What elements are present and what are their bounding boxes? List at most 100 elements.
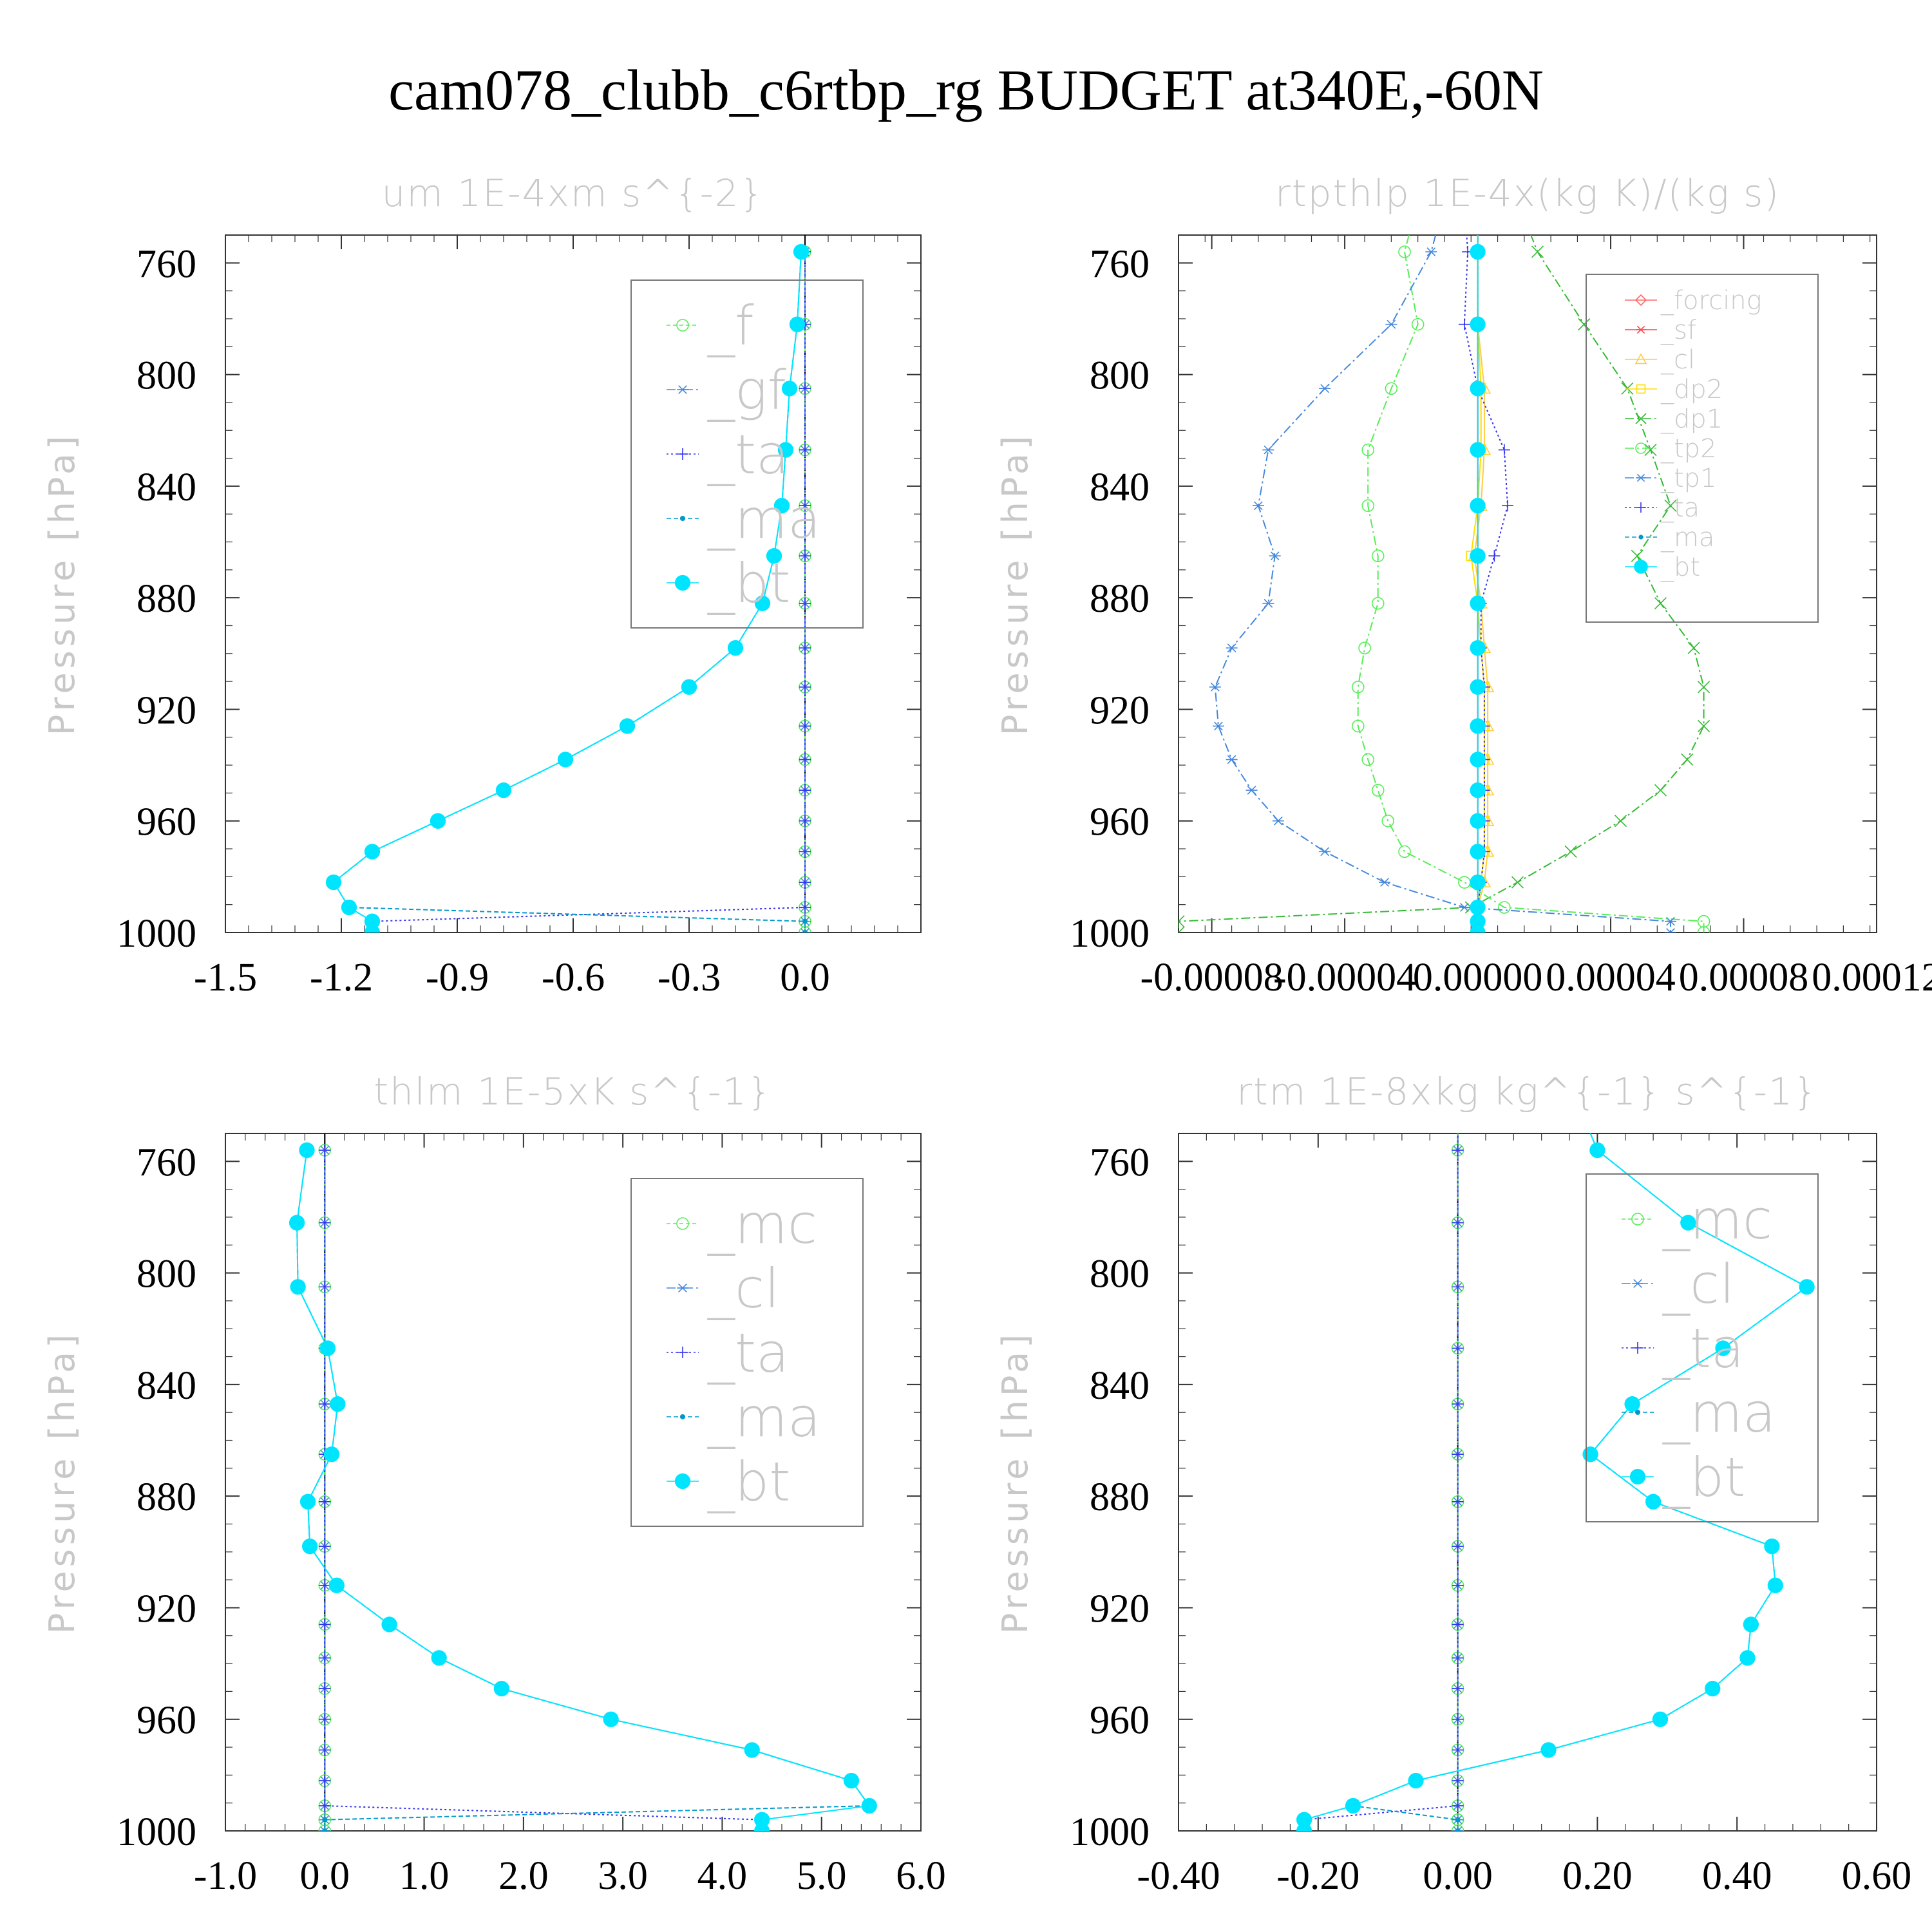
x-tick-label: -1.5	[194, 956, 257, 999]
data-point	[319, 1579, 331, 1591]
data-point	[1799, 1279, 1815, 1295]
legend-label: _ma	[707, 1386, 820, 1449]
data-point	[1345, 1797, 1361, 1814]
legend-label: _dp2	[1660, 375, 1723, 404]
legend: _forcing_sf_cl_dp2_dp1_tp2_tp1_ta_ma_bt	[1586, 274, 1819, 623]
data-point	[557, 752, 574, 768]
data-point	[1767, 1577, 1783, 1593]
data-point	[1452, 1826, 1464, 1831]
legend-label: _ma	[707, 488, 820, 551]
data-point	[330, 1396, 346, 1412]
data-point	[677, 448, 688, 460]
data-point	[1452, 1652, 1464, 1664]
data-point	[1452, 1342, 1464, 1354]
series-group	[1179, 235, 1710, 933]
y-axis-label: Pressure [hPa]	[42, 432, 82, 735]
y-tick-label: 920	[137, 1587, 196, 1631]
data-point	[1470, 899, 1486, 916]
x-tick-label: 2.0	[498, 1854, 549, 1898]
legend: _f_gf_ta_ma_bt	[630, 279, 864, 629]
data-point	[1226, 755, 1238, 764]
x-tick-label: -0.00008	[1141, 956, 1283, 999]
legend-label: _ta	[707, 423, 789, 486]
data-point	[1381, 814, 1394, 828]
x-tick-label: 0.00000	[1413, 956, 1543, 999]
data-point	[1361, 753, 1375, 766]
y-axis-label: Pressure [hPa]	[42, 1331, 82, 1634]
x-tick-label: -0.00004	[1273, 956, 1416, 999]
data-point	[1470, 498, 1486, 514]
data-point	[1408, 1772, 1424, 1789]
data-point	[1470, 913, 1486, 929]
y-axis-label: Pressure [hPa]	[995, 1331, 1036, 1634]
data-point	[679, 515, 686, 522]
chart-panel-4: rtm 1E-8xkg kg^{-1} s^{-1} Pressure [hPa]…	[995, 1070, 1911, 1898]
data-point	[1361, 443, 1375, 457]
data-point	[1578, 318, 1591, 331]
data-point	[1564, 845, 1577, 858]
data-point	[1351, 719, 1365, 733]
y-tick-label: 840	[137, 466, 196, 509]
data-point	[1296, 1812, 1312, 1828]
data-point	[290, 1279, 306, 1295]
data-point	[1632, 1279, 1643, 1288]
data-point	[754, 595, 771, 611]
chart-panel-1: um 1E-4xm s^{-2} Pressure [hPa] -1.5 -1.2 -0…	[42, 171, 922, 999]
data-point	[753, 1823, 770, 1831]
panel-title: rtm 1E-8xkg kg^{-1} s^{-1}	[1236, 1070, 1819, 1113]
data-point	[1470, 243, 1486, 260]
data-point	[1455, 1828, 1461, 1831]
legend-box	[630, 1178, 864, 1527]
data-point	[799, 753, 811, 766]
x-tick-label: -0.40	[1137, 1854, 1220, 1898]
data-point	[1452, 1398, 1464, 1410]
data-point	[1634, 1409, 1641, 1416]
series-line-ta	[324, 1150, 763, 1831]
data-point	[1245, 786, 1258, 795]
data-point	[1262, 598, 1274, 608]
data-point	[430, 813, 446, 829]
legend-label: _ta	[707, 1321, 789, 1385]
legend-label: _ta	[1662, 1317, 1744, 1380]
data-point	[1458, 903, 1470, 912]
data-point	[1470, 924, 1486, 933]
data-point	[793, 243, 810, 260]
y-tick-label: 840	[1090, 1364, 1150, 1408]
y-tick-label: 760	[137, 242, 196, 286]
data-point	[1634, 560, 1648, 574]
x-tick-label: 0.0	[300, 1854, 350, 1898]
data-point	[319, 1744, 331, 1756]
data-point	[364, 924, 381, 933]
data-point	[381, 1616, 397, 1633]
data-point	[1262, 445, 1274, 455]
legend-box	[630, 279, 864, 629]
data-point	[1358, 641, 1371, 654]
data-point	[799, 444, 811, 456]
plot-frame	[1178, 1133, 1877, 1832]
data-point	[1614, 815, 1627, 828]
data-point	[319, 1540, 331, 1553]
data-point	[1664, 916, 1676, 926]
data-point	[1470, 679, 1486, 695]
data-point	[1664, 499, 1677, 512]
data-point	[493, 1680, 510, 1697]
data-point	[1226, 643, 1238, 653]
data-point	[799, 681, 811, 693]
legend-label: _cl	[1662, 1253, 1735, 1316]
data-point	[619, 718, 636, 734]
data-point	[799, 902, 811, 914]
data-point	[766, 548, 782, 564]
data-point	[603, 1711, 619, 1727]
data-point	[1645, 1493, 1662, 1510]
legend-label: _dp1	[1660, 404, 1723, 434]
y-tick-label: 840	[1090, 466, 1150, 509]
data-point	[1252, 501, 1264, 511]
x-tick-label: 5.0	[797, 1854, 847, 1898]
data-point	[1398, 245, 1411, 258]
data-point	[1589, 1142, 1605, 1159]
data-point	[1452, 1144, 1464, 1156]
y-tick-label: 960	[137, 800, 196, 844]
data-point	[1470, 595, 1486, 611]
data-point	[1455, 1817, 1461, 1823]
series-group	[289, 1142, 877, 1831]
